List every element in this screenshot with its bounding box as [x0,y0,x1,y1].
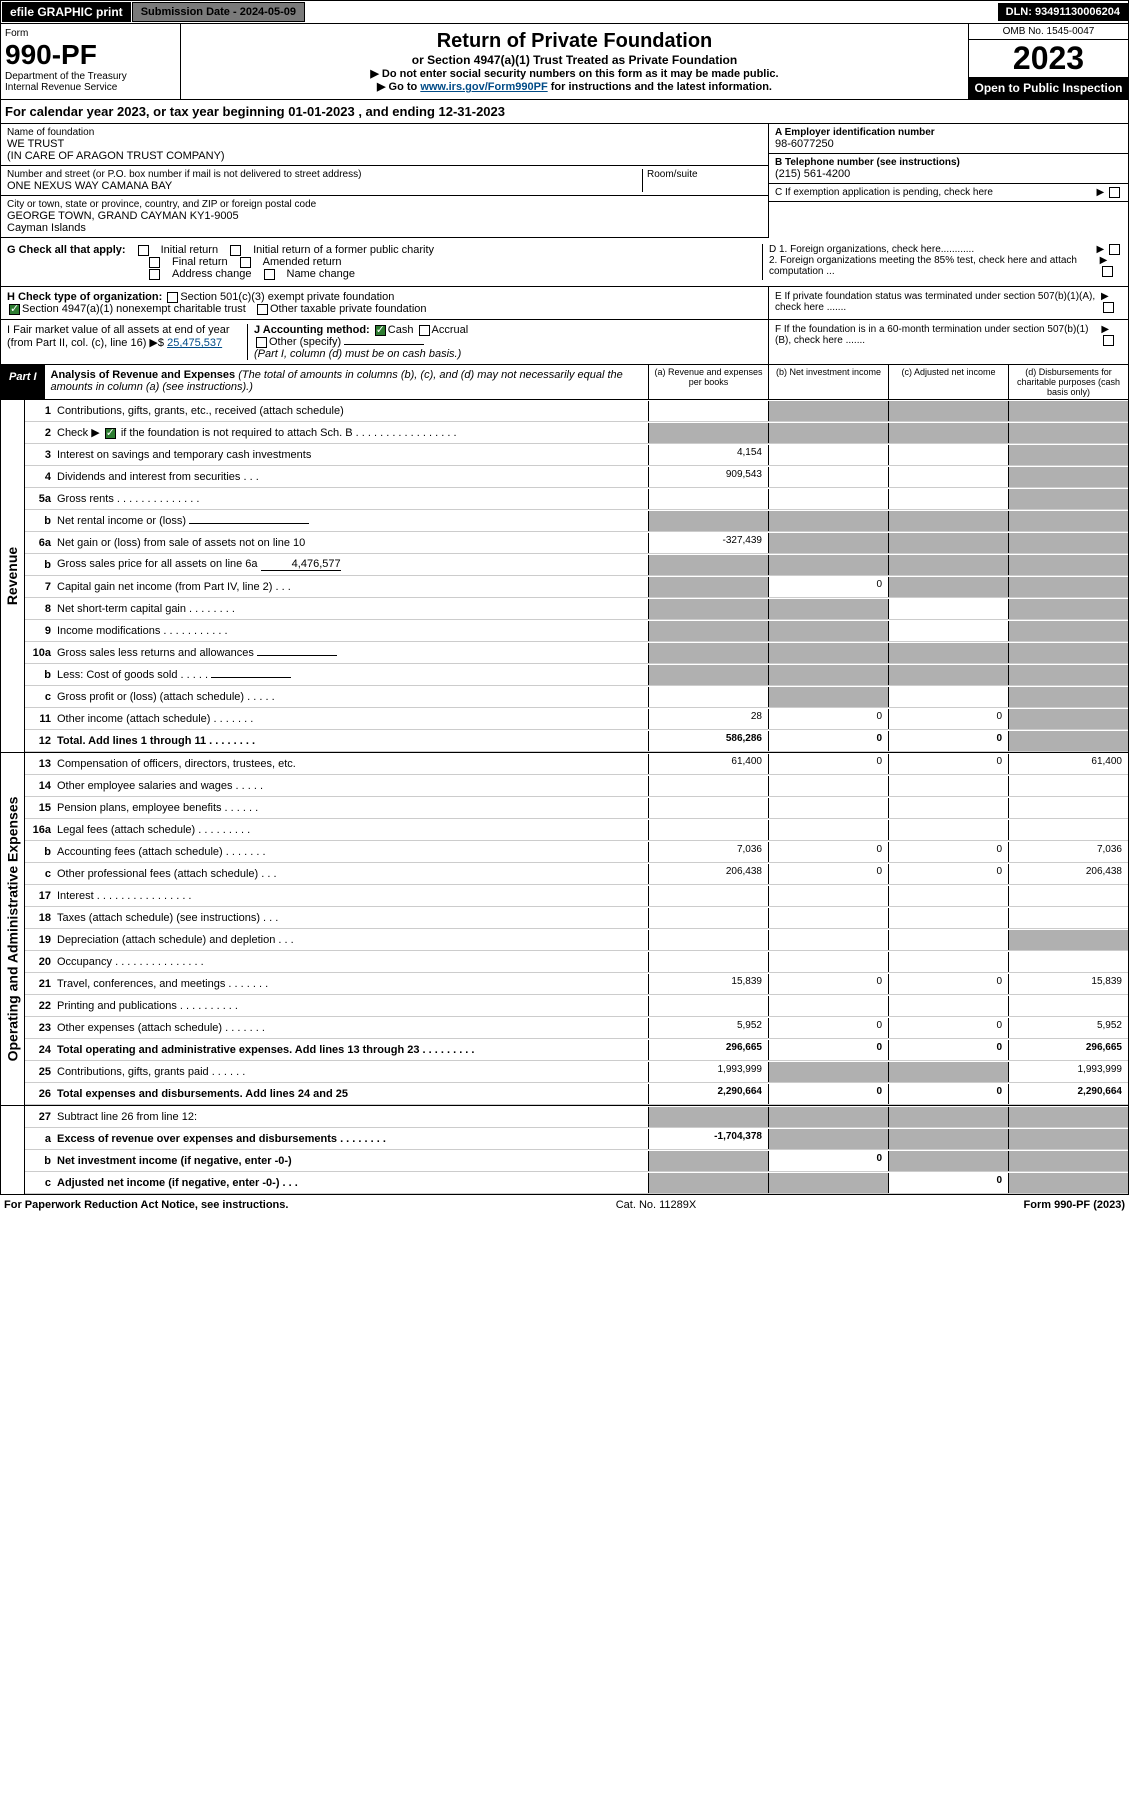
city: GEORGE TOWN, GRAND CAYMAN KY1-9005 [7,210,762,222]
other-method-checkbox[interactable] [256,337,267,348]
care-of: (IN CARE OF ARAGON TRUST COMPANY) [7,150,762,162]
j-label: J Accounting method: [254,324,370,336]
dept: Department of the Treasury [5,71,176,82]
phone-label: B Telephone number (see instructions) [775,157,960,168]
part1-title: Analysis of Revenue and Expenses [51,369,236,381]
col-a: (a) Revenue and expenses per books [648,365,768,399]
amended-checkbox[interactable] [240,257,251,268]
col-c: (c) Adjusted net income [888,365,1008,399]
name-label: Name of foundation [7,127,762,138]
f-label: F If the foundation is in a 60-month ter… [775,324,1101,360]
dln: DLN: 93491130006204 [998,3,1128,21]
note2: ▶ Go to www.irs.gov/Form990PF for instru… [187,80,962,93]
accrual-checkbox[interactable] [419,325,430,336]
phone: (215) 561-4200 [775,168,1122,180]
name-change-checkbox[interactable] [264,269,275,280]
d1-checkbox[interactable] [1109,244,1120,255]
form-number: 990-PF [5,39,176,71]
revenue-side-label: Revenue [1,400,25,752]
initial-former-checkbox[interactable] [230,245,241,256]
initial-return-checkbox[interactable] [138,245,149,256]
note1: ▶ Do not enter social security numbers o… [187,67,962,80]
efile-button[interactable]: efile GRAPHIC print [1,1,132,23]
d1-label: D 1. Foreign organizations, check here..… [769,244,974,255]
country: Cayman Islands [7,222,762,234]
d2-checkbox[interactable] [1102,266,1113,277]
room-label: Room/suite [642,169,762,192]
h-501c3-checkbox[interactable] [167,292,178,303]
f-checkbox[interactable] [1103,335,1114,346]
c-checkbox[interactable] [1109,187,1120,198]
d2-label: 2. Foreign organizations meeting the 85%… [769,255,1100,277]
paperwork-notice: For Paperwork Reduction Act Notice, see … [4,1199,288,1211]
submission-date: Submission Date - 2024-05-09 [132,2,305,22]
form-title: Return of Private Foundation [187,30,962,53]
form-header: Form 990-PF Department of the Treasury I… [0,24,1129,100]
address: ONE NEXUS WAY CAMANA BAY [7,180,642,192]
addr-label: Number and street (or P.O. box number if… [7,169,642,180]
g-label: G Check all that apply: [7,244,126,256]
fmv-amount-link[interactable]: 25,475,537 [167,337,222,349]
instructions-link[interactable]: www.irs.gov/Form990PF [420,81,547,93]
form-subtitle: or Section 4947(a)(1) Trust Treated as P… [187,53,962,67]
foundation-name: WE TRUST [7,138,762,150]
ein-label: A Employer identification number [775,127,935,138]
col-d: (d) Disbursements for charitable purpose… [1008,365,1128,399]
topbar: efile GRAPHIC print Submission Date - 20… [0,0,1129,24]
h-label: H Check type of organization: [7,291,162,303]
tax-year: 2023 [969,40,1128,77]
h-4947-checkbox[interactable] [9,304,20,315]
final-return-checkbox[interactable] [149,257,160,268]
form-label: Form [5,28,176,39]
form-version: Form 990-PF (2023) [1024,1199,1125,1211]
part1-label: Part I [1,365,45,399]
addr-change-checkbox[interactable] [149,269,160,280]
calendar-year: For calendar year 2023, or tax year begi… [0,100,1129,124]
irs: Internal Revenue Service [5,82,176,93]
expenses-side-label: Operating and Administrative Expenses [1,753,25,1105]
city-label: City or town, state or province, country… [7,199,762,210]
e-label: E If private foundation status was termi… [775,291,1101,315]
open-public: Open to Public Inspection [969,77,1128,99]
cash-checkbox[interactable] [375,325,386,336]
omb: OMB No. 1545-0047 [969,24,1128,40]
cat-no: Cat. No. 11289X [288,1199,1023,1211]
schb-checkbox[interactable] [105,428,116,439]
j-note: (Part I, column (d) must be on cash basi… [254,348,461,360]
col-b: (b) Net investment income [768,365,888,399]
c-label: C If exemption application is pending, c… [775,187,993,198]
ein: 98-6077250 [775,138,1122,150]
h-other-checkbox[interactable] [257,304,268,315]
e-checkbox[interactable] [1103,302,1114,313]
